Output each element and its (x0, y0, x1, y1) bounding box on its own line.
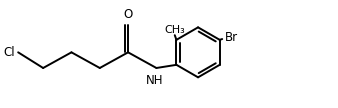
Text: NH: NH (146, 74, 164, 87)
Text: CH₃: CH₃ (164, 25, 185, 35)
Text: Br: Br (225, 31, 238, 44)
Text: Cl: Cl (3, 46, 15, 59)
Text: O: O (123, 8, 133, 21)
